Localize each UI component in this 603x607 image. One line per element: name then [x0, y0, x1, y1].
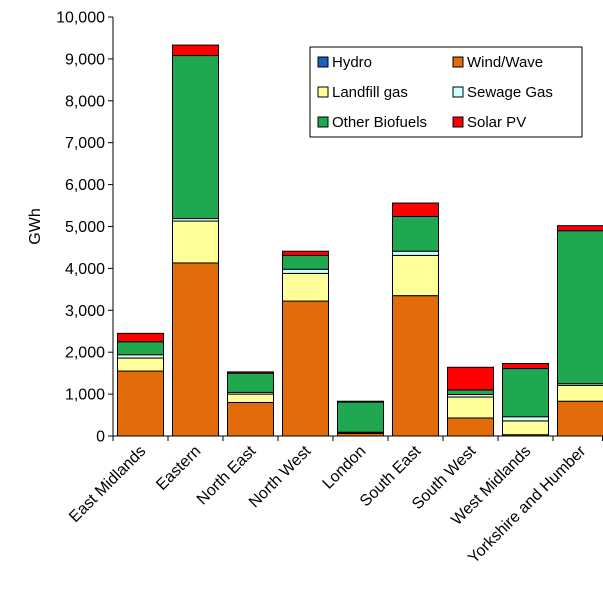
bar-segment-wind-wave: [447, 417, 494, 437]
y-axis: 0 1,000 2,000 3,000 4,000 5,000 6,000 7,000 8,00…: [56, 10, 114, 446]
bar-segment-solar-pv: [227, 371, 274, 374]
bars: [117, 44, 603, 437]
x-category-label: London: [320, 443, 370, 493]
bar-segment-other-biofuels: [172, 55, 219, 220]
bar-segment-landfill-gas: [447, 396, 494, 419]
y-tick-label: 9,000: [65, 51, 105, 68]
bar-segment-solar-pv: [392, 202, 439, 217]
legend-label-sewage-gas: Sewage Gas: [467, 84, 553, 101]
bar-segment-other-biofuels: [282, 254, 329, 270]
bar-segment-other-biofuels: [227, 372, 274, 393]
bar-segment-landfill-gas: [172, 220, 219, 264]
bar-segment-solar-pv: [447, 366, 494, 391]
y-tick-label: 10,000: [56, 10, 105, 27]
bar-segment-other-biofuels: [557, 230, 603, 385]
bar-segment-solar-pv: [557, 225, 603, 232]
bar-segment-solar-pv: [282, 250, 329, 256]
legend-label-wind-wave: Wind/Wave: [467, 54, 543, 71]
y-axis-title: GWh: [27, 208, 44, 244]
bar-segment-wind-wave: [392, 295, 439, 437]
legend-label-hydro: Hydro: [332, 54, 372, 71]
bar-segment-other-biofuels: [392, 215, 439, 252]
legend-swatch-sewage-gas: [452, 86, 464, 98]
bar-segment-wind-wave: [227, 401, 274, 437]
bar-segment-solar-pv: [337, 400, 384, 403]
y-tick-label: 2,000: [65, 345, 105, 362]
bar-segment-other-biofuels: [447, 389, 494, 396]
bar-segment-other-biofuels: [337, 401, 384, 433]
bar-segment-landfill-gas: [117, 357, 164, 372]
legend-swatch-hydro: [317, 56, 329, 68]
bar-segment-solar-pv: [117, 332, 164, 343]
y-tick-label: 3,000: [65, 303, 105, 320]
bar-segment-wind-wave: [282, 300, 329, 437]
y-tick-label: 4,000: [65, 261, 105, 278]
bar-segment-other-biofuels: [117, 341, 164, 356]
legend-box: [309, 46, 583, 138]
bar-segment-wind-wave: [117, 370, 164, 437]
y-tick-label: 8,000: [65, 93, 105, 110]
bar-segment-landfill-gas: [227, 393, 274, 403]
y-tick-label: 6,000: [65, 177, 105, 194]
bar-segment-landfill-gas: [557, 384, 603, 402]
legend-swatch-wind-wave: [452, 56, 464, 68]
bar-segment-wind-wave: [557, 400, 603, 437]
y-tick-label: 7,000: [65, 135, 105, 152]
legend-label-other-biofuels: Other Biofuels: [332, 114, 427, 131]
bar-segment-other-biofuels: [502, 368, 549, 418]
legend-label-landfill-gas: Landfill gas: [332, 84, 408, 101]
bar-segment-landfill-gas: [502, 420, 549, 436]
y-tick-label: 0: [96, 429, 105, 446]
legend-swatch-landfill-gas: [317, 86, 329, 98]
bar-segment-solar-pv: [502, 363, 549, 370]
bar-segment-wind-wave: [172, 262, 219, 437]
bar-segment-sewage-gas: [282, 268, 329, 274]
y-tick-label: 5,000: [65, 219, 105, 236]
bar-segment-sewage-gas: [502, 416, 549, 422]
legend-swatch-solar-pv: [452, 116, 464, 128]
x-category-label: Eastern: [153, 443, 204, 494]
bar-segment-sewage-gas: [117, 354, 164, 359]
bar-segment-landfill-gas: [282, 272, 329, 302]
legend-label-solar-pv: Solar PV: [467, 114, 526, 131]
y-tick-label: 1,000: [65, 387, 105, 404]
bar-segment-solar-pv: [172, 44, 219, 57]
bar-segment-sewage-gas: [392, 250, 439, 256]
legend-swatch-other-biofuels: [317, 116, 329, 128]
legend: Hydro Wind/Wave Landfill gas Sewage Gas Othe…: [309, 46, 583, 138]
x-category-label: East Midlands: [66, 443, 149, 526]
bar-segment-landfill-gas: [392, 254, 439, 297]
